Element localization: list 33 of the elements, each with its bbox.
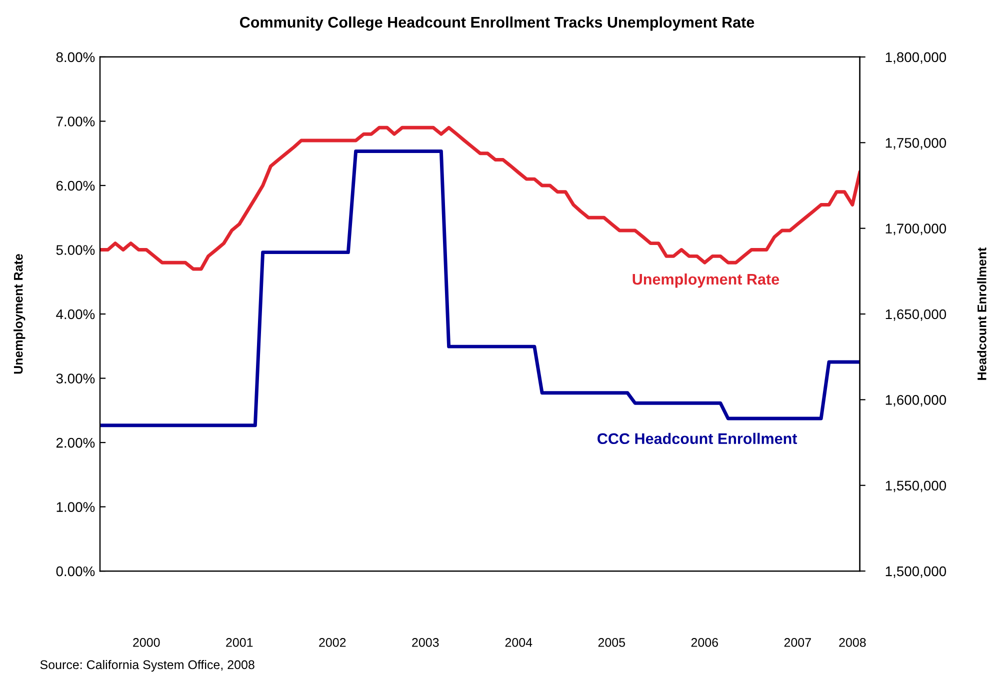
y-tick-label: 5.00% <box>56 245 95 255</box>
x-tick-label: 2003 <box>412 638 439 647</box>
y2-tick-label: 1,800,000 <box>886 52 946 64</box>
y-tick-label: 7.00% <box>56 116 95 126</box>
y-tick-label: 4.00% <box>56 309 95 320</box>
y-tick-label: 2.00% <box>56 438 95 448</box>
y2-tick-label: 1,550,000 <box>886 480 946 492</box>
x-tick-label: 2006 <box>691 638 718 647</box>
line-series <box>100 149 860 428</box>
y-tick-label: 3.00% <box>56 374 95 384</box>
x-tick-label: 2007 <box>784 638 811 647</box>
line-series <box>100 126 860 271</box>
y2-tick-label: 1,700,000 <box>886 224 946 236</box>
y2-tick-label: 1,750,000 <box>886 138 946 150</box>
x-tick-label: 2001 <box>226 638 253 647</box>
x-tick-label: 2004 <box>505 638 532 647</box>
y-tick-label: 1.00% <box>56 502 95 512</box>
y2-tick-label: 1,650,000 <box>886 309 946 321</box>
y-axis-title: Unemployment Rate <box>14 254 26 374</box>
chart-title: Community College Headcount Enrollment Tracks Unemployment Rate <box>240 16 754 31</box>
y2-axis-title: Headcount Enrollment <box>977 247 986 380</box>
x-tick-label: 2002 <box>319 638 346 647</box>
y2-tick-label: 1,500,000 <box>886 566 946 578</box>
series-label: Unemployment Rate <box>632 273 780 288</box>
x-tick-label: 2008 <box>839 638 866 647</box>
series-label: CCC Headcount Enrollment <box>598 432 798 444</box>
y-tick-label: 8.00% <box>56 52 95 62</box>
x-tick-label: 2000 <box>133 638 160 647</box>
y2-tick-label: 1,600,000 <box>886 395 946 406</box>
x-tick-label: 2005 <box>598 638 626 647</box>
y-tick-label: 0.00% <box>56 566 95 576</box>
y-tick-label: 6.00% <box>56 180 95 191</box>
source-note: Source: California System Office, 2008 <box>40 660 254 672</box>
